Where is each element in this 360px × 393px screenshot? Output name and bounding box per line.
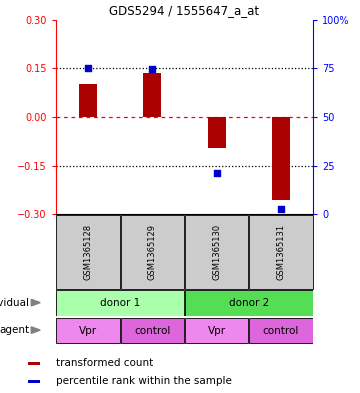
Bar bbox=[28, 362, 40, 365]
Text: donor 1: donor 1 bbox=[100, 298, 140, 308]
Bar bbox=[79, 84, 97, 117]
Polygon shape bbox=[31, 299, 40, 306]
Bar bbox=[28, 380, 40, 383]
Point bbox=[85, 65, 91, 72]
Bar bbox=[249, 215, 312, 289]
Text: control: control bbox=[134, 325, 171, 336]
Bar bbox=[121, 318, 184, 343]
Bar bbox=[185, 290, 312, 316]
Text: GSM1365131: GSM1365131 bbox=[276, 224, 285, 280]
Text: GSM1365130: GSM1365130 bbox=[212, 224, 221, 280]
Text: agent: agent bbox=[0, 325, 29, 335]
Polygon shape bbox=[31, 327, 40, 333]
Bar bbox=[249, 318, 312, 343]
Bar bbox=[185, 318, 248, 343]
Bar bbox=[57, 290, 184, 316]
Bar bbox=[57, 215, 120, 289]
Text: GSM1365128: GSM1365128 bbox=[84, 224, 93, 280]
Text: percentile rank within the sample: percentile rank within the sample bbox=[55, 376, 231, 386]
Text: Vpr: Vpr bbox=[79, 325, 97, 336]
Text: donor 2: donor 2 bbox=[229, 298, 269, 308]
Bar bbox=[143, 73, 161, 117]
Bar bbox=[208, 117, 226, 148]
Text: transformed count: transformed count bbox=[55, 358, 153, 367]
Text: GSM1365129: GSM1365129 bbox=[148, 224, 157, 280]
Bar bbox=[272, 117, 290, 200]
Bar bbox=[121, 215, 184, 289]
Point bbox=[278, 206, 284, 212]
Bar bbox=[57, 318, 120, 343]
Title: GDS5294 / 1555647_a_at: GDS5294 / 1555647_a_at bbox=[109, 4, 260, 17]
Text: Vpr: Vpr bbox=[208, 325, 226, 336]
Point bbox=[149, 66, 155, 72]
Text: individual: individual bbox=[0, 298, 29, 308]
Bar bbox=[185, 215, 248, 289]
Point bbox=[214, 169, 220, 176]
Text: control: control bbox=[263, 325, 299, 336]
